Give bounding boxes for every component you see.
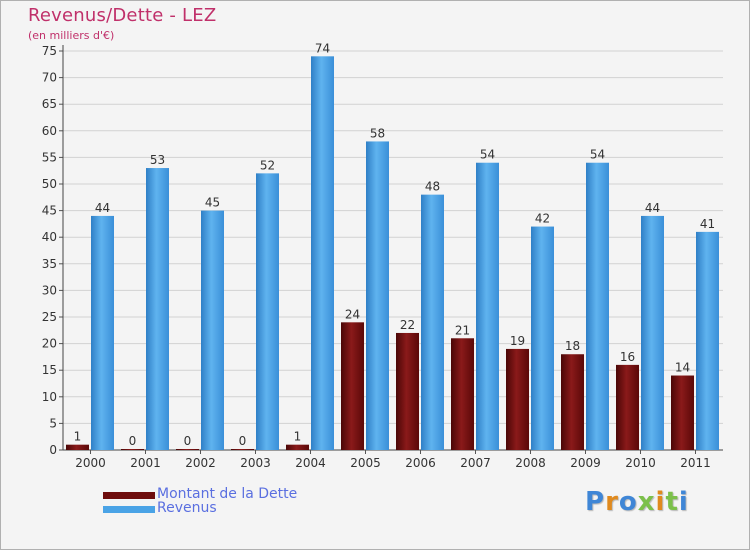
data-label-revenue: 54 bbox=[480, 148, 495, 162]
x-tick-label: 2002 bbox=[185, 456, 216, 470]
x-tick-label: 2011 bbox=[680, 456, 711, 470]
y-tick-label: 10 bbox=[42, 390, 57, 404]
y-tick-label: 30 bbox=[42, 283, 57, 297]
bar-debt bbox=[66, 444, 89, 450]
legend-swatch-debt bbox=[103, 492, 155, 499]
x-tick-label: 2009 bbox=[570, 456, 601, 470]
y-tick-label: 0 bbox=[49, 443, 57, 457]
bar-debt bbox=[561, 354, 584, 450]
data-label-revenue: 58 bbox=[370, 126, 385, 140]
bar-debt bbox=[451, 338, 474, 450]
bar-debt bbox=[341, 322, 364, 450]
x-tick-label: 2008 bbox=[515, 456, 546, 470]
bar-revenue bbox=[146, 168, 169, 451]
data-label-debt: 0 bbox=[184, 434, 192, 448]
bar-revenue bbox=[531, 226, 554, 450]
data-label-debt: 24 bbox=[345, 307, 360, 321]
y-tick-label: 70 bbox=[42, 71, 57, 85]
bar-revenue bbox=[421, 194, 444, 450]
y-tick-label: 55 bbox=[42, 150, 57, 164]
data-label-revenue: 44 bbox=[95, 201, 110, 215]
y-tick-label: 45 bbox=[42, 204, 57, 218]
legend-label-debt: Montant de la Dette bbox=[157, 486, 298, 502]
data-label-debt: 1 bbox=[294, 430, 302, 444]
legend-label-revenue: Revenus bbox=[157, 500, 217, 516]
data-label-revenue: 42 bbox=[535, 212, 550, 226]
bar-debt bbox=[506, 348, 529, 450]
x-tick-label: 2006 bbox=[405, 456, 436, 470]
data-label-debt: 0 bbox=[239, 434, 247, 448]
data-label-debt: 14 bbox=[675, 361, 690, 375]
data-label-revenue: 52 bbox=[260, 158, 275, 172]
x-tick-label: 2007 bbox=[460, 456, 491, 470]
data-label-debt: 0 bbox=[129, 434, 137, 448]
x-tick-label: 2001 bbox=[130, 456, 161, 470]
bar-revenue bbox=[696, 231, 719, 450]
data-label-revenue: 44 bbox=[645, 201, 660, 215]
y-tick-label: 65 bbox=[42, 97, 57, 111]
y-tick-label: 15 bbox=[42, 363, 57, 377]
data-label-debt: 18 bbox=[565, 339, 580, 353]
bar-revenue bbox=[641, 215, 664, 450]
bar-debt bbox=[671, 375, 694, 450]
data-label-revenue: 74 bbox=[315, 41, 330, 55]
bar-revenue bbox=[91, 215, 114, 450]
proxiti-logo: Proxiti bbox=[585, 487, 689, 517]
bar-revenue bbox=[476, 162, 499, 450]
y-tick-label: 75 bbox=[42, 44, 57, 58]
bar-debt bbox=[616, 364, 639, 450]
data-label-debt: 1 bbox=[74, 430, 82, 444]
chart-title: Revenus/Dette - LEZ bbox=[28, 5, 217, 26]
y-tick-label: 35 bbox=[42, 257, 57, 271]
x-tick-label: 2005 bbox=[350, 456, 381, 470]
x-tick-label: 2003 bbox=[240, 456, 271, 470]
bar-debt bbox=[286, 444, 309, 450]
data-label-debt: 16 bbox=[620, 350, 635, 364]
bar-revenue bbox=[311, 56, 334, 450]
data-label-revenue: 45 bbox=[205, 196, 220, 210]
y-tick-label: 60 bbox=[42, 124, 57, 138]
bar-revenue bbox=[586, 162, 609, 450]
data-label-revenue: 41 bbox=[700, 217, 715, 231]
y-tick-label: 20 bbox=[42, 337, 57, 351]
bar-revenue bbox=[256, 173, 279, 451]
bar-debt bbox=[396, 332, 419, 450]
data-label-revenue: 48 bbox=[425, 180, 440, 194]
bar-revenue bbox=[366, 141, 389, 450]
x-tick-label: 2010 bbox=[625, 456, 656, 470]
bar-debt bbox=[121, 449, 144, 450]
y-tick-label: 25 bbox=[42, 310, 57, 324]
bar-revenue bbox=[201, 210, 224, 450]
data-label-debt: 22 bbox=[400, 318, 415, 332]
x-tick-label: 2004 bbox=[295, 456, 326, 470]
legend-swatch-revenue bbox=[103, 506, 155, 513]
chart-subtitle: (en milliers d'€) bbox=[28, 29, 115, 42]
y-tick-label: 5 bbox=[49, 416, 57, 430]
data-label-revenue: 53 bbox=[150, 153, 165, 167]
bar-debt bbox=[176, 449, 199, 450]
y-tick-label: 50 bbox=[42, 177, 57, 191]
x-tick-label: 2000 bbox=[75, 456, 106, 470]
data-label-revenue: 54 bbox=[590, 148, 605, 162]
bar-debt bbox=[231, 449, 254, 450]
data-label-debt: 19 bbox=[510, 334, 525, 348]
data-label-debt: 21 bbox=[455, 323, 470, 337]
y-tick-label: 40 bbox=[42, 230, 57, 244]
